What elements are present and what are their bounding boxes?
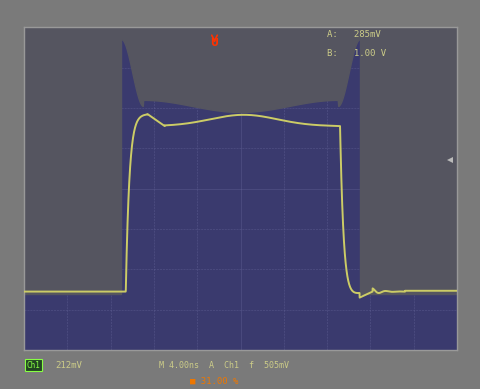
- Text: 212mV: 212mV: [55, 361, 82, 370]
- Text: M 4.00ns  A  Ch1  f  505mV: M 4.00ns A Ch1 f 505mV: [158, 361, 288, 370]
- Text: B:   1.00 V: B: 1.00 V: [326, 49, 385, 58]
- Text: Ch1: Ch1: [26, 361, 40, 370]
- Text: A:   285mV: A: 285mV: [326, 30, 380, 39]
- Text: ■ 31.00 %: ■ 31.00 %: [190, 376, 238, 385]
- Text: U: U: [210, 38, 218, 47]
